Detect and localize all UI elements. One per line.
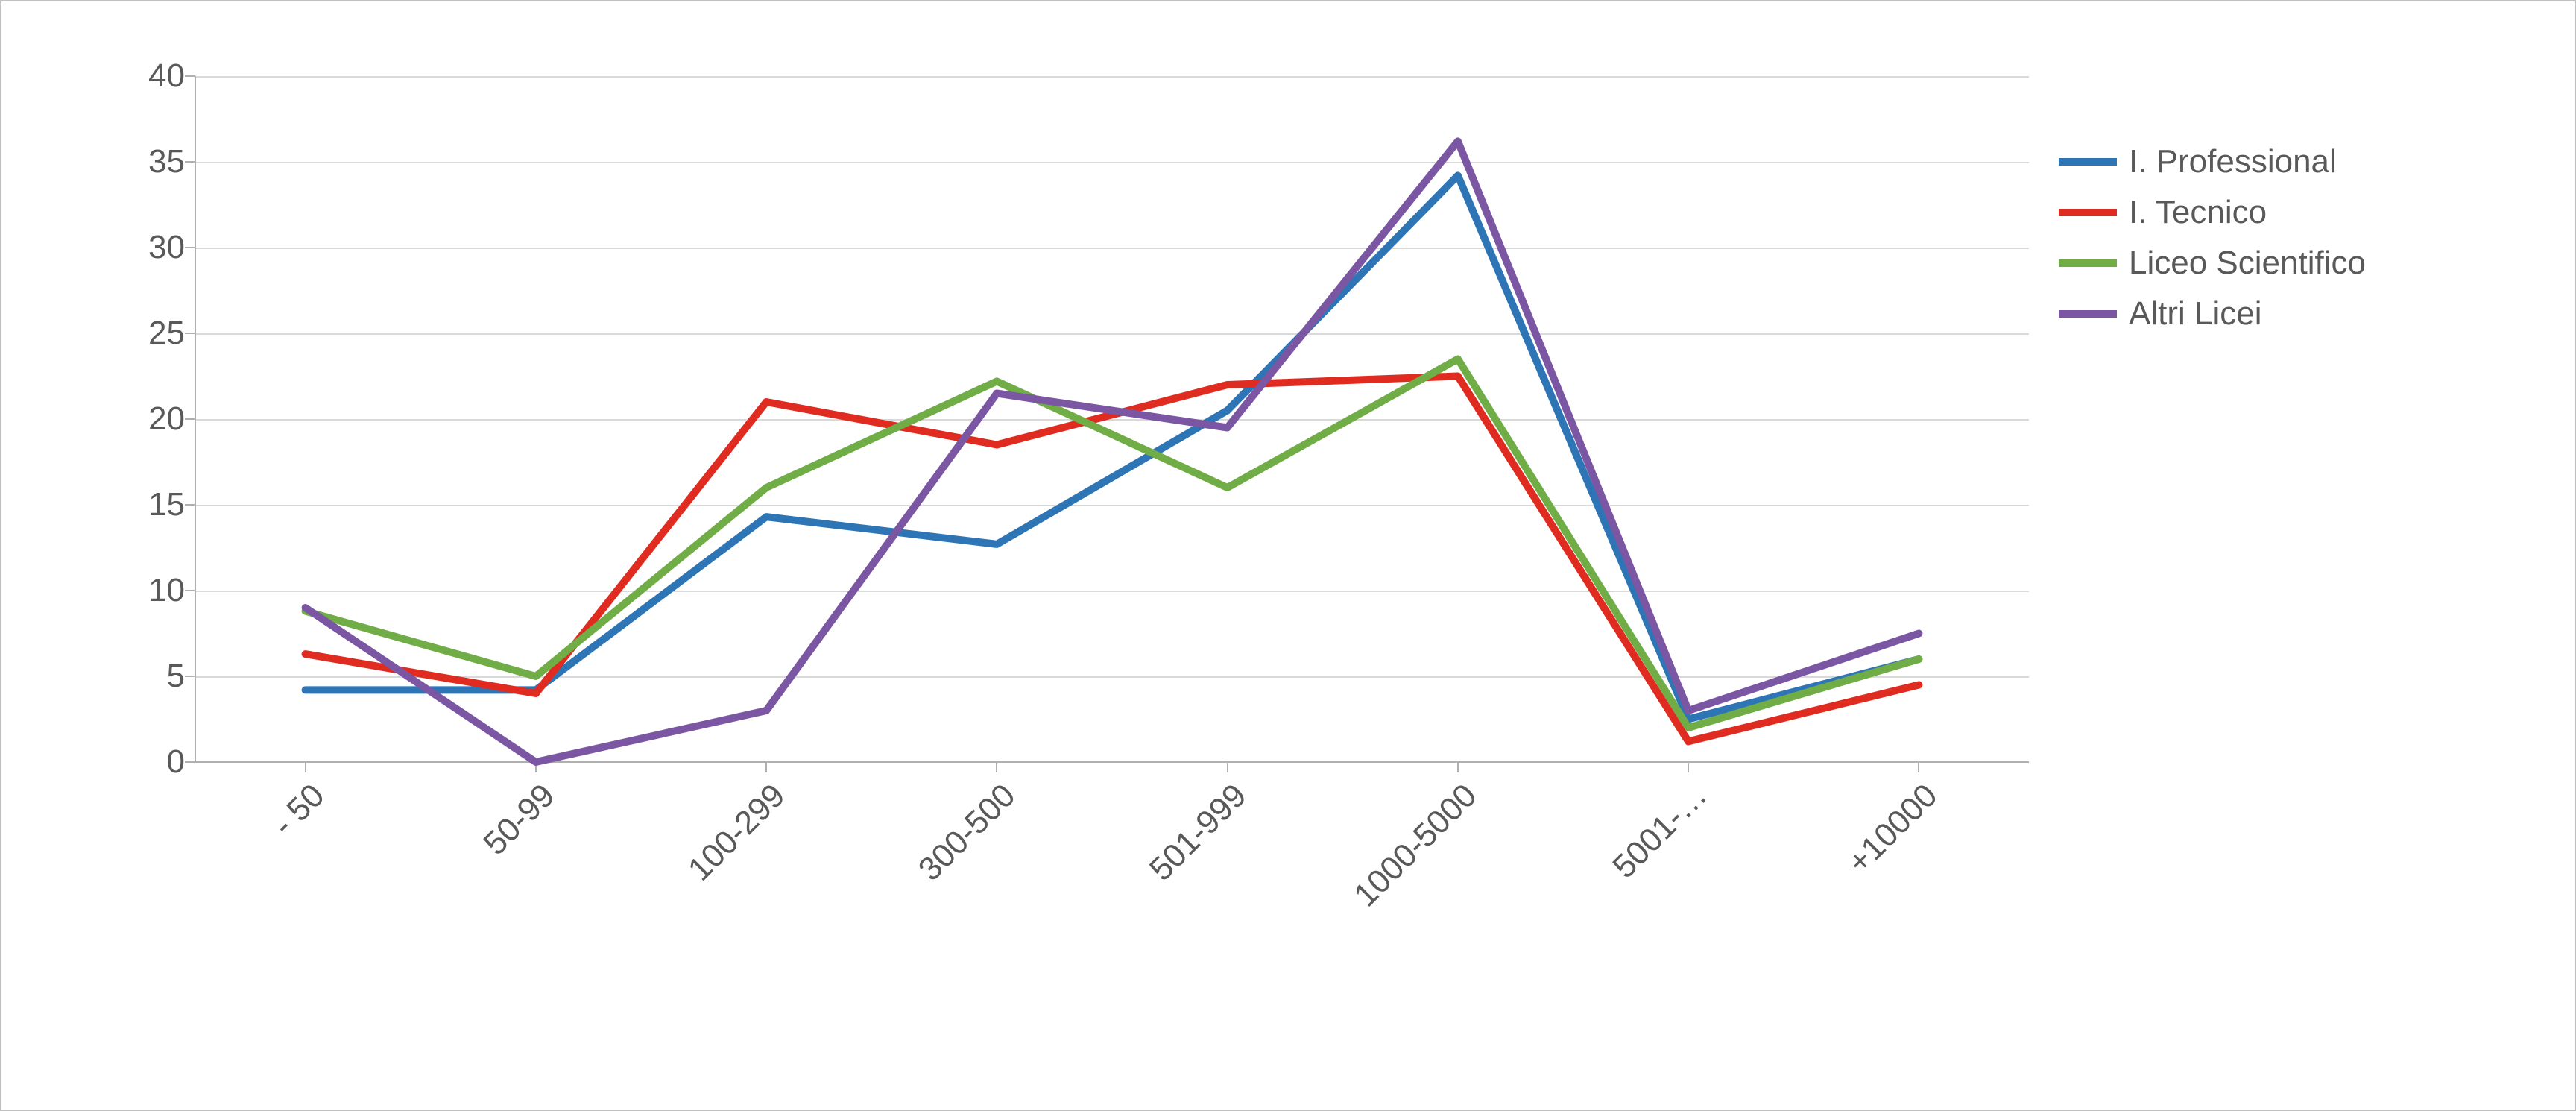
plot-area: 0510152025303540- 5050-99100-299300-5005…	[195, 76, 2029, 762]
x-tick-label: 100-299	[681, 777, 793, 889]
y-tick-label: 35	[148, 143, 195, 180]
x-tick-label: 300-500	[912, 777, 1023, 889]
x-tick-label: 50-99	[476, 777, 562, 863]
x-tick-label: - 50	[265, 777, 332, 843]
legend-item: Liceo Scientifico	[2059, 245, 2366, 282]
legend-swatch	[2059, 259, 2117, 267]
x-tick	[305, 762, 306, 772]
x-tick	[1688, 762, 1689, 772]
y-tick-label: 30	[148, 229, 195, 266]
legend-item: I. Tecnico	[2059, 194, 2366, 231]
y-tick-label: 40	[148, 57, 195, 95]
x-tick-label: 1000-5000	[1347, 777, 1484, 914]
y-tick-label: 20	[148, 400, 195, 438]
legend: I. Professional I. Tecnico Liceo Scientifi…	[2059, 143, 2366, 333]
y-tick-label: 10	[148, 572, 195, 609]
legend-label: I. Professional	[2129, 143, 2337, 180]
x-tick	[1918, 762, 1919, 772]
x-tick	[996, 762, 997, 772]
x-tick-label: 501-999	[1142, 777, 1254, 889]
legend-label: Altri Licei	[2129, 295, 2262, 333]
x-tick	[1227, 762, 1228, 772]
line-series-svg	[195, 76, 2029, 762]
x-tick-label: 5001-…	[1606, 777, 1714, 886]
x-tick-label: +10000	[1841, 777, 1945, 881]
y-tick-label: 15	[148, 486, 195, 523]
legend-swatch	[2059, 158, 2117, 166]
y-tick-label: 5	[167, 658, 195, 695]
x-tick	[1457, 762, 1459, 772]
legend-swatch	[2059, 310, 2117, 318]
legend-label: I. Tecnico	[2129, 194, 2267, 231]
y-tick-label: 25	[148, 315, 195, 352]
line-chart: 0 5 10 15 20 25 30 35 40 - 50 50-99 100-299 300-500 5…	[0, 0, 2576, 1111]
x-tick	[765, 762, 767, 772]
legend-swatch	[2059, 209, 2117, 216]
y-tick-label: 0	[167, 743, 195, 781]
legend-label: Liceo Scientifico	[2129, 245, 2366, 282]
series-line	[306, 175, 1919, 719]
legend-item: Altri Licei	[2059, 295, 2366, 333]
legend-item: I. Professional	[2059, 143, 2366, 180]
